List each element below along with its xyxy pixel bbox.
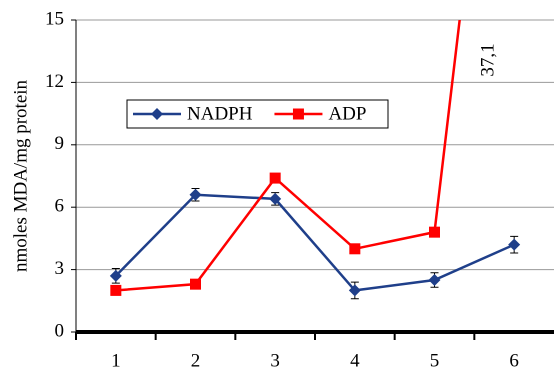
- marker: [292, 108, 304, 120]
- y-tick-label: 0: [55, 320, 65, 341]
- series-line: [115, 20, 461, 292]
- x-tick-label: 3: [270, 350, 280, 371]
- marker: [190, 278, 201, 290]
- marker: [429, 226, 440, 238]
- marker: [349, 243, 361, 255]
- y-tick-label: 15: [45, 8, 64, 29]
- marker: [110, 284, 122, 296]
- x-tick-label: 2: [191, 350, 201, 371]
- marker: [269, 172, 281, 184]
- y-tick-label: 12: [45, 71, 64, 92]
- marker: [151, 108, 163, 120]
- y-axis-label: nmoles MDA/mg protein: [10, 79, 31, 272]
- marker: [109, 269, 122, 282]
- series-line: [114, 193, 515, 292]
- legend-label: ADP: [328, 103, 366, 124]
- y-tick-label: 9: [55, 133, 65, 154]
- marker: [428, 274, 441, 286]
- legend-label: NADPH: [187, 103, 253, 124]
- marker: [508, 238, 521, 251]
- marker: [348, 284, 361, 297]
- x-tick-label: 1: [111, 350, 121, 371]
- y-tick-label: 3: [55, 258, 65, 279]
- x-tick-label: 6: [509, 350, 519, 371]
- y-tick-label: 6: [55, 196, 65, 217]
- marker: [189, 188, 202, 201]
- marker: [269, 192, 282, 205]
- value-label: 37,1: [478, 43, 499, 76]
- x-tick-label: 4: [350, 350, 360, 371]
- x-tick-label: 5: [430, 350, 440, 371]
- plot-area: [109, 20, 521, 300]
